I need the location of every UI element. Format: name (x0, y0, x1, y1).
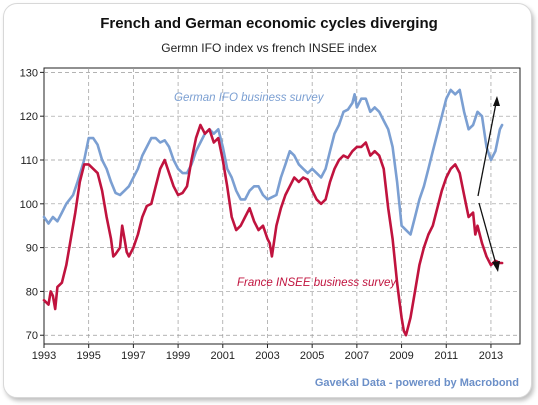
x-tick-label: 1993 (32, 350, 56, 362)
down-arrow-icon (478, 202, 498, 269)
x-tick-label: 2011 (434, 350, 458, 362)
x-tick-label: 1999 (166, 350, 190, 362)
x-tick-label: 2001 (211, 350, 235, 362)
x-tick-label: 1995 (76, 350, 100, 362)
up-arrow-icon (477, 97, 498, 197)
y-tick-label: 70 (26, 330, 38, 342)
german-series-label: German IFO business survey (174, 92, 325, 104)
x-tick-label: 2003 (255, 350, 279, 362)
x-tick-label: 2007 (345, 350, 369, 362)
y-tick-label: 120 (20, 111, 38, 123)
y-tick-label: 100 (20, 199, 38, 211)
x-tick-label: 2009 (389, 350, 413, 362)
y-tick-label: 130 (20, 67, 38, 79)
up-arrowhead-icon (493, 96, 500, 106)
german-ifo-series-line (42, 88, 504, 236)
chart-title: French and German economic cycles diverg… (100, 15, 438, 32)
series-lines (42, 88, 504, 337)
chart-subtitle: Germn IFO index vs french INSEE index (161, 41, 376, 55)
x-tick-label: 1997 (121, 350, 145, 362)
down-arrowhead-icon (492, 261, 500, 272)
france-series-label: France INSEE business survey (237, 277, 397, 289)
direction-arrows (477, 96, 500, 272)
y-tick-label: 90 (26, 243, 38, 255)
source-credit: GaveKal Data - powered by Macrobond (315, 377, 519, 389)
x-axis: 1993 1995 1997 1999 2001 2003 2005 2007 2009 2011… (32, 344, 503, 362)
x-tick-label: 2013 (479, 350, 503, 362)
y-tick-label: 80 (26, 286, 38, 298)
france-insee-series-line (42, 123, 504, 337)
x-tick-label: 2005 (300, 350, 324, 362)
y-tick-label: 110 (20, 155, 38, 167)
y-axis: 70 80 90 100 110 120 130 (20, 67, 44, 342)
